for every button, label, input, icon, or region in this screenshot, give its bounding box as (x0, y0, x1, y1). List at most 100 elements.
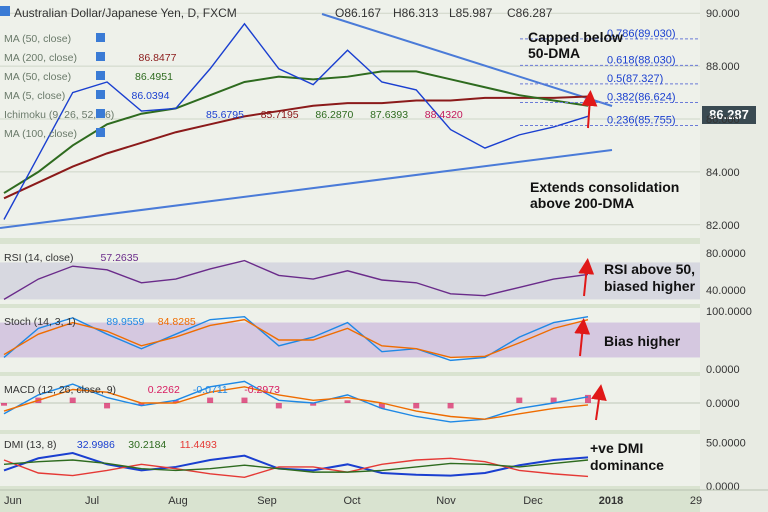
legend-value: 86.4951 (135, 71, 173, 83)
ohlc-low: L85.987 (449, 6, 493, 20)
arrow-rsi (578, 258, 595, 297)
macd-histogram-bar (516, 397, 523, 403)
indicator-legend: MA (50, close) MA (200, close) 86.8477 MA (… (4, 33, 463, 140)
macd-histogram-bar (69, 397, 76, 403)
fib-level-label: 0.5(87.327) (607, 73, 663, 85)
macd-histogram-bar (138, 403, 145, 406)
rsi-tick-label: 40.0000 (706, 285, 746, 297)
settings-icon (96, 71, 105, 80)
fib-level-label: 0.236(85.755) (607, 114, 676, 126)
fib-level-label: 0.382(86.624) (607, 91, 676, 103)
x-tick-label: Dec (523, 495, 543, 507)
stoch-d-line (3, 318, 589, 359)
annotation-rsi: RSI above 50, biased higher (604, 261, 696, 294)
adx-line (3, 459, 589, 473)
macd-histogram-bar (275, 403, 282, 409)
price-tick-label: 90.000 (706, 8, 740, 20)
dmi-tick-label: 50.0000 (706, 438, 746, 450)
macd-tick-label: 0.0000 (706, 398, 740, 410)
price-tick-label: 82.000 (706, 220, 740, 232)
annotation-stoch: Bias higher (604, 333, 681, 349)
stoch-band (0, 322, 700, 358)
x-tick-label: Aug (168, 495, 188, 507)
macd-histogram-bar (378, 403, 385, 409)
macd-value: 0.2262 (148, 384, 180, 396)
legend-value: 85.6795 (206, 109, 244, 121)
settings-icon (96, 90, 105, 99)
macd-line (3, 380, 589, 423)
dmi-tick-label: 0.0000 (706, 481, 740, 493)
dmi-value: 11.4493 (180, 439, 217, 451)
annotation-extends-line2: above 200-DMA (530, 195, 634, 211)
x-tick-label: Nov (436, 495, 456, 507)
rsi-tick-label: 80.0000 (706, 248, 746, 260)
macd-histogram-bar (207, 397, 214, 403)
legend-value: 86.2870 (315, 109, 353, 121)
annotation-capped-line2: 50-DMA (528, 45, 580, 61)
annotation-extends: Extends consolidation above 200-DMA (530, 179, 679, 211)
arrow-price (581, 90, 598, 129)
legend-value: 86.8477 (139, 52, 177, 64)
x-tick-label: Jul (85, 495, 99, 507)
ma200-line (3, 95, 589, 200)
annotation-rsi-line1: RSI above 50, (604, 261, 695, 277)
macd-histogram-bar (241, 397, 248, 403)
rsi-band (0, 262, 700, 300)
dmi-value: 32.9986 (77, 439, 115, 451)
legend-value: 85.7195 (261, 109, 299, 121)
x-tick-label: 29 (690, 495, 702, 507)
macd-histogram-bar (172, 400, 179, 403)
last-price-value: 86.287 (709, 107, 749, 122)
x-tick-label: Jun (4, 495, 22, 507)
legend-label: MA (200, close) (4, 52, 77, 64)
stoch-value: 89.9559 (106, 316, 144, 328)
rsi-label: RSI (14, close) (4, 252, 73, 264)
annotation-dmi-line2: dominance (590, 457, 664, 473)
settings-icon (96, 109, 105, 118)
ma5-line (3, 22, 589, 220)
legend-label: MA (50, close) (4, 33, 71, 45)
legend-label: Ichimoku (9, 26, 52, 26) (4, 109, 114, 121)
support-trendline (0, 149, 613, 229)
macd-signal-line (3, 386, 589, 420)
x-tick-label: Sep (257, 495, 277, 507)
ohlc-close: C86.287 (507, 6, 553, 20)
legend-label: MA (100, close) (4, 128, 77, 140)
price-axis (700, 0, 768, 512)
annotation-rsi-line2: biased higher (604, 278, 696, 294)
x-tick-label: Oct (343, 495, 360, 507)
annotation-dmi: +ve DMI dominance (590, 440, 664, 473)
resistance-trendline (321, 13, 613, 107)
dmi-value: 30.2184 (128, 439, 166, 451)
annotation-extends-line1: Extends consolidation (530, 179, 679, 195)
macd-value: -0.0711 (193, 384, 228, 396)
x-tick-label: 2018 (599, 495, 623, 507)
settings-icon (96, 33, 105, 42)
macd-histogram-bar (1, 403, 7, 406)
settings-icon (96, 128, 105, 137)
macd-histogram-bar (344, 400, 351, 403)
ma50-line (3, 70, 589, 194)
macd-histogram-bar (585, 394, 591, 403)
macd-histogram-bar (447, 403, 454, 409)
chart-header: Australian Dollar/Japanese Yen, D, FXCM … (0, 6, 553, 20)
annotation-capped-line1: Capped below (528, 29, 623, 45)
dmi-minus-line (3, 457, 589, 479)
legend-value: 88.4320 (425, 109, 463, 121)
macd-histogram-bar (413, 403, 420, 409)
price-tick-label: 88.000 (706, 61, 740, 73)
chart-title: Australian Dollar/Japanese Yen, D, FXCM (14, 6, 237, 20)
arrow-stoch (574, 318, 591, 357)
macd-label: MACD (12, 26, close, 9) (4, 384, 116, 396)
legend-value: 86.0394 (132, 90, 170, 102)
stoch-tick-label: 100.0000 (706, 306, 752, 318)
legend-value: 87.6393 (370, 109, 408, 121)
macd-histogram-bar (104, 403, 111, 409)
rsi-line (3, 259, 589, 300)
last-price-tag: 86.287 (702, 106, 756, 124)
macd-histogram-bar (550, 397, 557, 403)
dmi-label: DMI (13, 8) (4, 439, 57, 451)
stoch-label: Stoch (14, 3, 1) (4, 316, 76, 328)
fib-level-label: 0.786(89.030) (607, 28, 676, 40)
